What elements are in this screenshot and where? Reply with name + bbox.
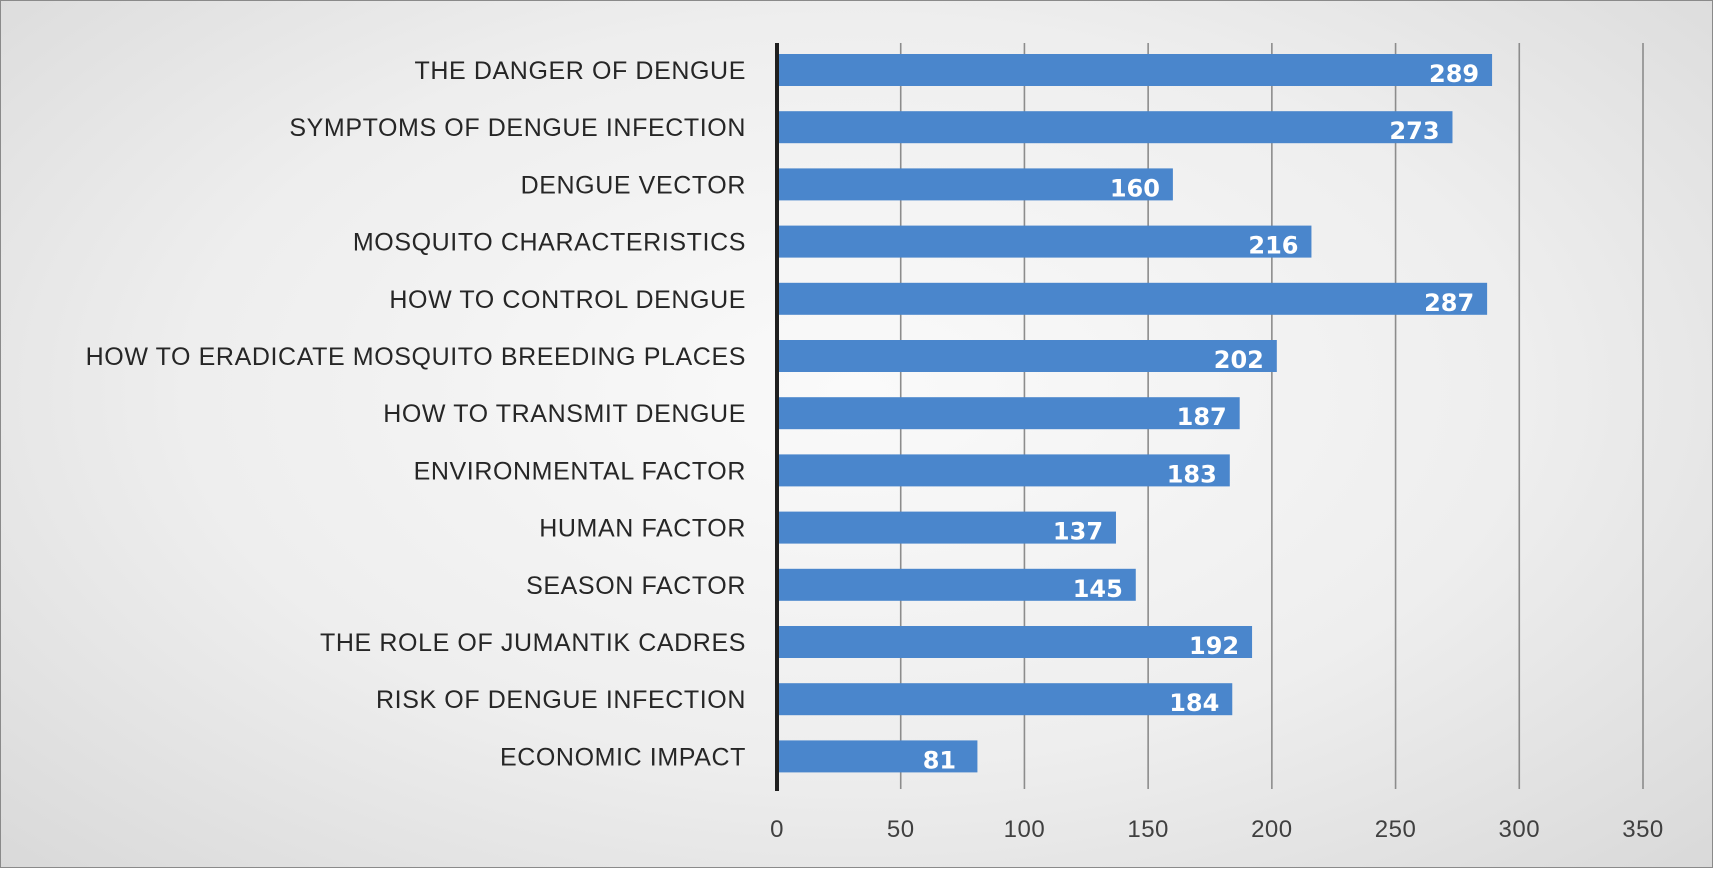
category-label: HOW TO TRANSMIT DENGUE <box>383 400 746 428</box>
data-label: 183 <box>1167 460 1217 488</box>
x-tick-label: 100 <box>1004 816 1046 843</box>
bar <box>777 626 1253 658</box>
data-label: 273 <box>1389 117 1439 145</box>
data-label: 287 <box>1424 289 1474 317</box>
data-label: 202 <box>1214 346 1264 374</box>
bar <box>777 568 1136 601</box>
category-label: HUMAN FACTOR <box>539 515 746 543</box>
category-label: THE DANGER OF DENGUE <box>415 57 746 85</box>
category-label: SYMPTOMS OF DENGUE INFECTION <box>289 114 746 142</box>
category-label: HOW TO ERADICATE MOSQUITO BREEDING PLACE… <box>86 343 746 371</box>
x-tick-label: 50 <box>887 816 915 843</box>
x-tick-label: 300 <box>1499 816 1541 843</box>
bar <box>777 54 1493 86</box>
data-label: 137 <box>1053 518 1103 546</box>
x-axis-ticks: 0 50 100 150 200 250 300 350 <box>770 816 1664 843</box>
category-labels: THE DANGER OF DENGUE SYMPTOMS OF DENGUE I… <box>86 57 746 771</box>
x-tick-label: 350 <box>1622 816 1664 843</box>
bar <box>777 340 1277 372</box>
data-label: 184 <box>1169 689 1219 717</box>
bar <box>777 454 1230 487</box>
bar <box>777 683 1233 716</box>
data-label: 145 <box>1073 575 1123 603</box>
category-label: HOW TO CONTROL DENGUE <box>389 286 746 314</box>
bar <box>777 168 1173 201</box>
category-label: DENGUE VECTOR <box>521 171 746 199</box>
data-label: 187 <box>1177 403 1227 431</box>
bar <box>777 740 978 773</box>
data-label: 192 <box>1189 632 1239 660</box>
bars <box>777 54 1493 773</box>
bar <box>777 511 1116 544</box>
bar <box>777 397 1240 430</box>
bar <box>777 225 1312 258</box>
data-label: 216 <box>1248 232 1298 260</box>
category-label: RISK OF DENGUE INFECTION <box>376 686 746 714</box>
x-tick-label: 200 <box>1251 816 1293 843</box>
category-label: THE ROLE OF JUMANTIK CADRES <box>320 629 746 657</box>
data-labels: 289 273 160 216 287 202 187 183 137 145 192 184 81 <box>923 60 1479 774</box>
x-tick-label: 150 <box>1127 816 1169 843</box>
category-label: SEASON FACTOR <box>526 572 746 600</box>
data-label: 160 <box>1110 174 1160 202</box>
data-label: 289 <box>1429 60 1479 88</box>
category-label: MOSQUITO CHARACTERISTICS <box>353 229 746 257</box>
bar <box>777 111 1453 144</box>
x-tick-label: 0 <box>770 816 784 843</box>
category-label: ENVIRONMENTAL FACTOR <box>414 457 746 485</box>
bar <box>777 282 1488 315</box>
data-label: 81 <box>923 746 956 774</box>
x-tick-label: 250 <box>1375 816 1417 843</box>
category-label: ECONOMIC IMPACT <box>500 743 746 771</box>
